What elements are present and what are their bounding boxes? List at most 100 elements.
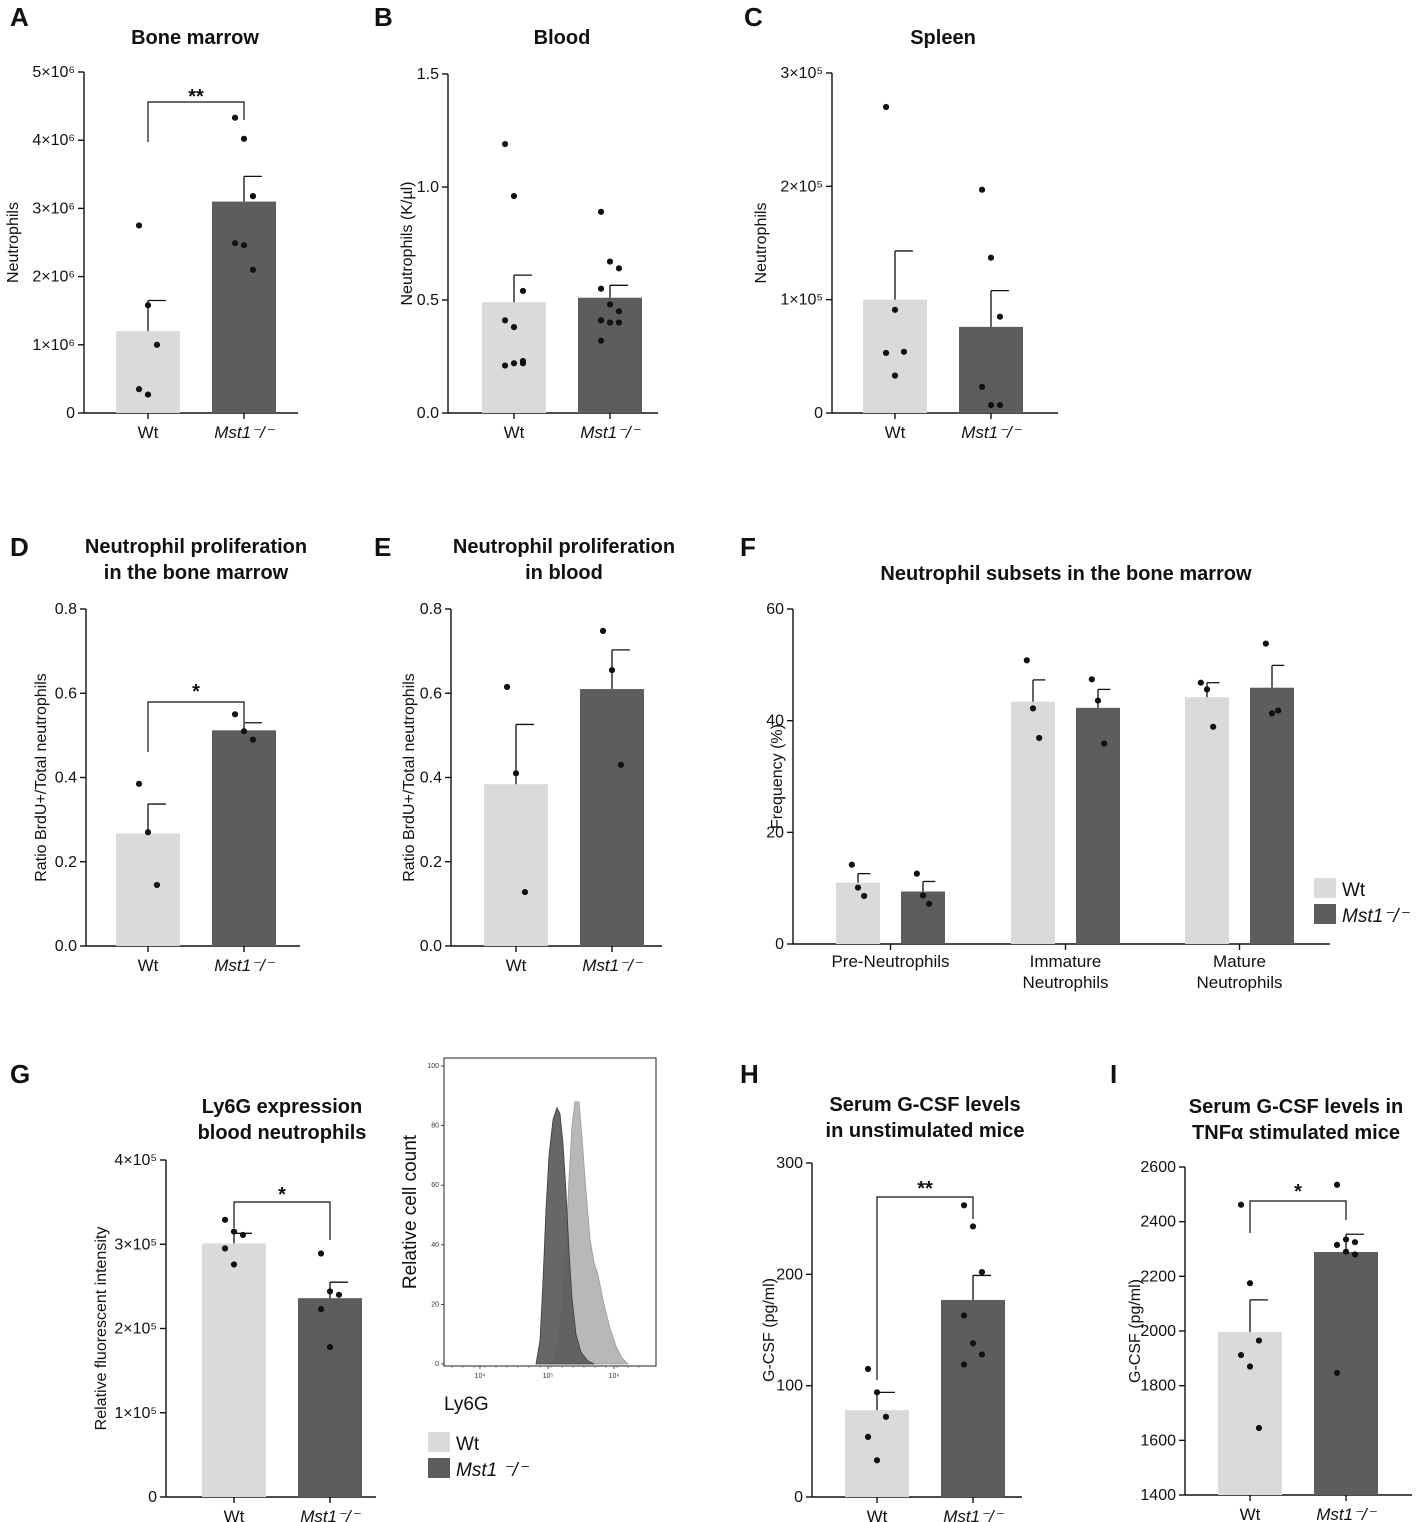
x-category-label: Neutrophils [1197, 973, 1283, 992]
y-tick-label: 1.0 [417, 179, 439, 196]
data-point [519, 360, 527, 367]
x-category-label-1: Mst1⁻/⁻ [961, 423, 1023, 442]
data-point [1342, 1248, 1350, 1255]
data-point [1094, 697, 1102, 704]
y-axis-label: Neutrophils [753, 203, 770, 284]
hist-y-tick-label: 60 [431, 1182, 439, 1189]
data-point [978, 186, 986, 193]
data-point [501, 362, 509, 369]
panel-label: F [740, 532, 756, 562]
data-point [231, 711, 239, 718]
data-point [960, 1312, 968, 1319]
y-tick-label: 0.6 [420, 685, 442, 702]
data-point [249, 736, 257, 743]
data-point [1246, 1280, 1254, 1287]
panel-G-histogram: 0 20 40 60 80 100 10⁴ 10⁵ 10⁶ Relative cell count… [400, 1057, 657, 1481]
data-point [926, 900, 933, 907]
bar-0 [863, 299, 927, 413]
bar-1 [212, 201, 276, 413]
hist-y-tick-label: 100 [427, 1063, 439, 1070]
y-tick-label: 0 [775, 936, 784, 953]
data-point [1333, 1369, 1341, 1376]
x-category-label-0: Wt [506, 956, 527, 975]
y-tick-label: 1400 [1140, 1487, 1176, 1504]
significance-bracket [1249, 1200, 1347, 1233]
y-tick-label: 40 [766, 713, 784, 730]
data-point [987, 254, 995, 261]
panel-title: in blood [525, 562, 603, 584]
y-tick-label: 3×10⁵ [780, 65, 823, 82]
legend-swatch-ko [1314, 904, 1336, 924]
significance-bracket [147, 101, 245, 142]
bar-1-2 [1250, 687, 1294, 944]
data-point [864, 1365, 872, 1373]
bar-1 [212, 730, 276, 946]
data-point [326, 1288, 334, 1295]
legend-label-ko: Mst1⁻/⁻ [1342, 906, 1410, 927]
y-axis-label: Ratio BrdU+/Total neutrophils [401, 673, 418, 882]
data-point [503, 683, 511, 691]
x-category-label: Pre-Neutrophils [831, 952, 949, 971]
bar-1 [1314, 1252, 1378, 1495]
data-point [1036, 734, 1043, 742]
y-tick-label: 300 [776, 1155, 803, 1172]
panel-label: A [10, 2, 29, 32]
legend-label-wt: Wt [456, 1434, 480, 1455]
panel-title: Spleen [910, 27, 976, 49]
data-point [608, 666, 616, 674]
panel-label: D [10, 532, 29, 562]
y-tick-label: 1×10⁵ [780, 292, 823, 309]
y-tick-label: 3×10⁶ [32, 200, 75, 217]
panel-C: C Spleen 0 1×10⁵ 2×10⁵ 3×10⁵ Neutrophils Wt Mst1… [744, 2, 1058, 442]
y-tick-label: 100 [776, 1378, 803, 1395]
bar-0 [482, 302, 546, 413]
panel-title: blood neutrophils [198, 1122, 367, 1144]
significance-marker: * [278, 1184, 286, 1206]
data-point [978, 1351, 986, 1358]
data-point [144, 302, 152, 309]
y-tick-label: 0.0 [417, 405, 439, 422]
data-point [144, 829, 152, 836]
y-tick-label: 0.8 [420, 601, 442, 618]
y-tick-label: 2×10⁵ [780, 178, 823, 195]
data-point [861, 892, 868, 900]
legend-swatch-ko [428, 1458, 450, 1478]
bar-1-1 [1076, 707, 1120, 944]
significance-bracket [233, 1201, 331, 1240]
data-point [1333, 1181, 1341, 1188]
histogram-ko [535, 1106, 595, 1365]
panel-label: C [744, 2, 763, 32]
data-point [135, 386, 143, 393]
data-point [519, 287, 527, 295]
data-point [1023, 657, 1030, 664]
y-tick-label: 2400 [1140, 1214, 1176, 1231]
data-point [521, 888, 529, 896]
y-tick-label: 5×10⁶ [32, 64, 75, 81]
data-point [996, 313, 1004, 320]
y-axis-label: G-CSF (pg/ml) [761, 1278, 778, 1382]
y-tick-label: 0 [794, 1489, 803, 1506]
y-tick-label: 1.5 [417, 66, 439, 83]
data-point [900, 348, 908, 355]
y-tick-label: 0.4 [55, 770, 77, 787]
bar-0 [484, 784, 548, 946]
y-axis-label: Neutrophils [5, 202, 22, 283]
data-point [240, 135, 248, 142]
panel-label: G [10, 1059, 30, 1089]
data-point [335, 1291, 343, 1298]
panel-D: D Neutrophil proliferation in the bone mar… [10, 532, 307, 975]
data-point [864, 1433, 872, 1440]
x-category-label: Immature [1030, 952, 1102, 971]
hist-y-tick-label: 40 [431, 1242, 439, 1249]
data-point [873, 1457, 881, 1464]
bar-1 [941, 1299, 1005, 1497]
panel-label: E [374, 532, 391, 562]
data-point [240, 728, 248, 735]
data-point [135, 780, 143, 787]
data-point [615, 308, 623, 315]
data-point [969, 1340, 977, 1347]
data-point [510, 360, 518, 367]
data-point [510, 192, 518, 200]
data-point [317, 1306, 325, 1313]
bar-1 [580, 689, 644, 946]
